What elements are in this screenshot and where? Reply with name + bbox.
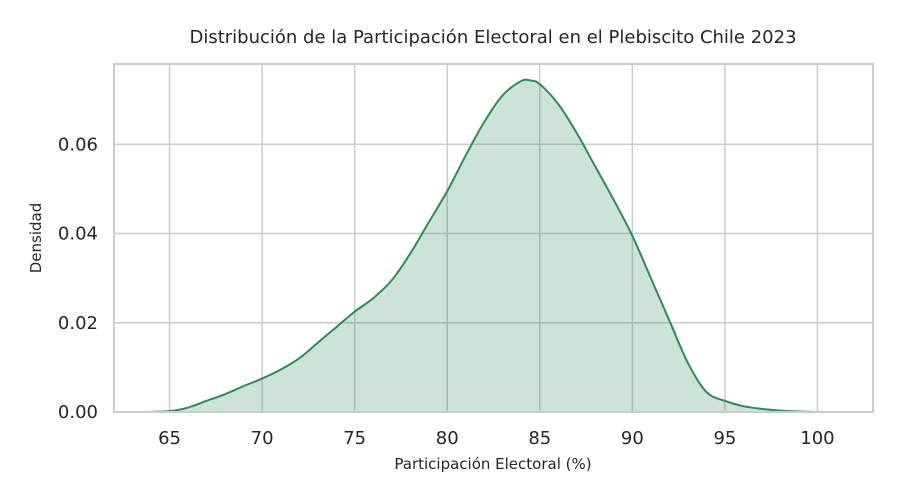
- x-tick-label: 100: [800, 428, 834, 449]
- chart-title: Distribución de la Participación Elector…: [189, 27, 796, 48]
- x-tick-label: 95: [713, 428, 736, 449]
- x-tick-label: 90: [621, 428, 644, 449]
- y-tick-labels: 0.00 0.02 0.04 0.06: [58, 134, 98, 423]
- x-tick-label: 75: [343, 428, 366, 449]
- density-line: [141, 78, 836, 414]
- density-area: [141, 79, 836, 413]
- x-tick-label: 70: [251, 428, 274, 449]
- y-tick-label: 0.02: [58, 313, 98, 334]
- plot-frame: [113, 63, 874, 413]
- x-tick-label: 80: [436, 428, 459, 449]
- x-tick-label: 65: [158, 428, 181, 449]
- y-tick-label: 0.06: [58, 134, 98, 155]
- y-tick-label: 0.00: [58, 402, 98, 423]
- y-axis-label: Densidad: [27, 203, 45, 274]
- x-tick-labels: 65 70 75 80 85 90 95 100: [158, 428, 835, 449]
- y-tick-label: 0.04: [58, 224, 98, 245]
- x-axis-label: Participación Electoral (%): [394, 455, 591, 473]
- y-gridlines: [114, 143, 873, 324]
- x-tick-label: 85: [528, 428, 551, 449]
